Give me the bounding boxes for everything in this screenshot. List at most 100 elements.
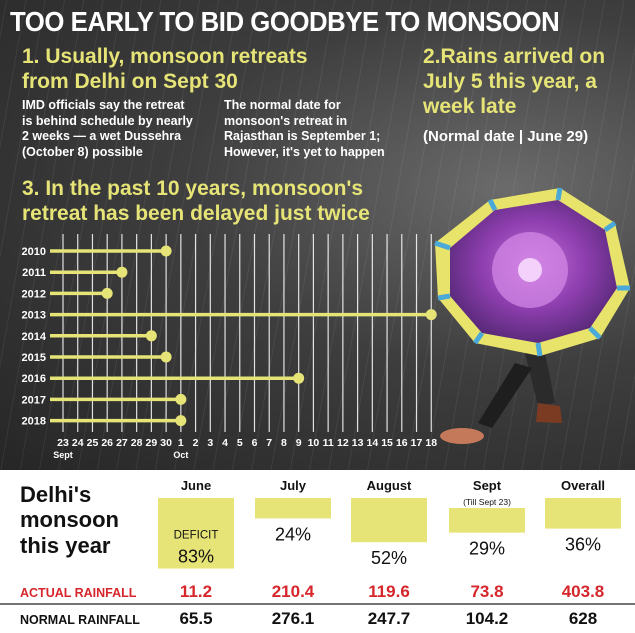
deficit-bar (158, 498, 234, 569)
deficit-percent: 83% (178, 547, 214, 567)
x-tick-label: 8 (281, 437, 287, 449)
note-line: The normal date for (224, 98, 341, 112)
month-note: (Till Sept 23) (463, 497, 511, 507)
x-tick-label: 17 (411, 437, 423, 449)
x-tick-label: 1 (178, 437, 184, 449)
x-tick-label: 13 (352, 437, 364, 449)
month-header: Sept (473, 478, 502, 493)
month-label-sept: Sept (53, 450, 73, 460)
retreat-point (425, 309, 437, 321)
point3-heading: 3. In the past 10 years, monsoon's retre… (22, 176, 370, 226)
x-tick-label: 10 (308, 437, 320, 449)
year-label: 2015 (22, 352, 46, 364)
deficit-percent: 36% (565, 535, 601, 555)
rainfall-title-line3: this year (20, 532, 111, 558)
x-tick-label: 18 (425, 437, 437, 449)
x-tick-label: 2 (193, 437, 199, 449)
point3-heading-line2: retreat has been delayed just twice (22, 202, 370, 226)
x-tick-label: 16 (396, 437, 408, 449)
note-line: (October 8) possible (22, 144, 143, 159)
normal-rainfall-value: 247.7 (368, 609, 411, 628)
point1-heading-line2: from Delhi on Sept 30 (22, 70, 238, 94)
point2-heading-line3: week late (423, 95, 517, 119)
x-tick-label: 26 (101, 437, 113, 449)
year-label: 2014 (22, 331, 47, 343)
normal-rainfall-value: 104.2 (466, 609, 509, 628)
month-header: August (367, 478, 412, 493)
retreat-point (160, 351, 172, 363)
point3-heading-line1: 3. In the past 10 years, monsoon's (22, 177, 364, 200)
retreat-point (293, 372, 305, 384)
retreat-point (175, 415, 187, 427)
point1-heading: 1. Usually, monsoon retreats from Delhi … (22, 44, 308, 94)
actual-rainfall-value: 73.8 (470, 582, 503, 601)
actual-rainfall-label: ACTUAL RAINFALL (20, 586, 137, 600)
year-label: 2010 (22, 246, 46, 258)
x-tick-label: 4 (222, 437, 228, 449)
x-tick-label: 7 (266, 437, 272, 449)
year-label: 2011 (22, 267, 46, 279)
retreat-point (116, 266, 128, 278)
actual-rainfall-value: 403.8 (562, 582, 605, 601)
point2-heading-line1: 2.Rains arrived on (423, 45, 606, 68)
x-tick-label: 29 (146, 437, 158, 449)
x-tick-label: 27 (116, 437, 128, 449)
point2-heading: 2.Rains arrived on July 5 this year, a w… (423, 44, 605, 120)
deficit-label: DEFICIT (174, 530, 219, 542)
normal-rainfall-value: 65.5 (179, 609, 212, 628)
point1-note-left: IMD officials say the retreat is behind … (22, 98, 193, 161)
x-tick-label: 14 (366, 437, 378, 449)
x-tick-label: 30 (160, 437, 172, 449)
deficit-bar-chart: ACTUAL RAINFALL NORMAL RAINFALL June DEFICI… (0, 478, 635, 628)
note-line: monsoon's retreat in (224, 113, 348, 128)
year-label: 2013 (22, 310, 46, 322)
x-tick-label: 5 (237, 437, 243, 449)
year-label: 2017 (22, 394, 46, 406)
year-label: 2012 (22, 288, 46, 300)
deficit-bar (255, 498, 331, 519)
month-header: Overall (561, 478, 605, 493)
note-line: 2 weeks — a wet Dussehra (22, 129, 182, 144)
actual-rainfall-value: 210.4 (272, 582, 315, 601)
deficit-percent: 29% (469, 539, 505, 559)
retreat-point (145, 330, 157, 342)
month-label-oct: Oct (173, 450, 188, 460)
point1-note-right: The normal date for monsoon's retreat in… (224, 98, 385, 161)
rainfall-title-line1: Delhi's (20, 482, 92, 507)
x-tick-label: 15 (381, 437, 393, 449)
note-line: is behind schedule by nearly (22, 113, 193, 128)
headline: TOO EARLY TO BID GOODBYE TO MONSOON (10, 6, 560, 37)
x-tick-label: 12 (337, 437, 349, 449)
x-tick-label: 9 (296, 437, 302, 449)
deficit-bar (351, 498, 427, 543)
rainfall-title-line2: monsoon (20, 507, 119, 533)
x-tick-label: 25 (87, 437, 99, 449)
x-tick-label: 3 (207, 437, 213, 449)
retreat-point (175, 393, 187, 405)
x-tick-label: 11 (323, 437, 334, 449)
person-legs (440, 353, 562, 444)
month-header: June (181, 478, 211, 493)
normal-rainfall-label: NORMAL RAINFALL (20, 613, 140, 627)
actual-rainfall-value: 119.6 (368, 582, 410, 601)
note-line: However, it's yet to happen (224, 144, 385, 159)
month-header: July (280, 478, 307, 493)
x-tick-label: 28 (131, 437, 143, 449)
year-label: 2016 (22, 373, 46, 385)
deficit-bar (545, 498, 621, 529)
normal-rainfall-value: 628 (569, 609, 597, 628)
actual-rainfall-value: 11.2 (180, 582, 212, 601)
deficit-percent: 52% (371, 548, 407, 568)
retreat-point (101, 287, 113, 299)
point2-heading-line2: July 5 this year, a (423, 70, 597, 94)
normal-rainfall-value: 276.1 (272, 609, 315, 628)
year-label: 2018 (22, 416, 46, 428)
x-tick-label: 23 (57, 437, 69, 449)
retreat-point (160, 245, 172, 257)
note-line: Rajasthan is September 1; (224, 129, 381, 144)
rainfall-table-section: Delhi's monsoon this year ACTUAL RAINFAL… (0, 470, 635, 633)
note-line: IMD officials say the retreat (22, 98, 185, 112)
x-tick-label: 6 (252, 437, 258, 449)
x-tick-label: 24 (72, 437, 84, 449)
